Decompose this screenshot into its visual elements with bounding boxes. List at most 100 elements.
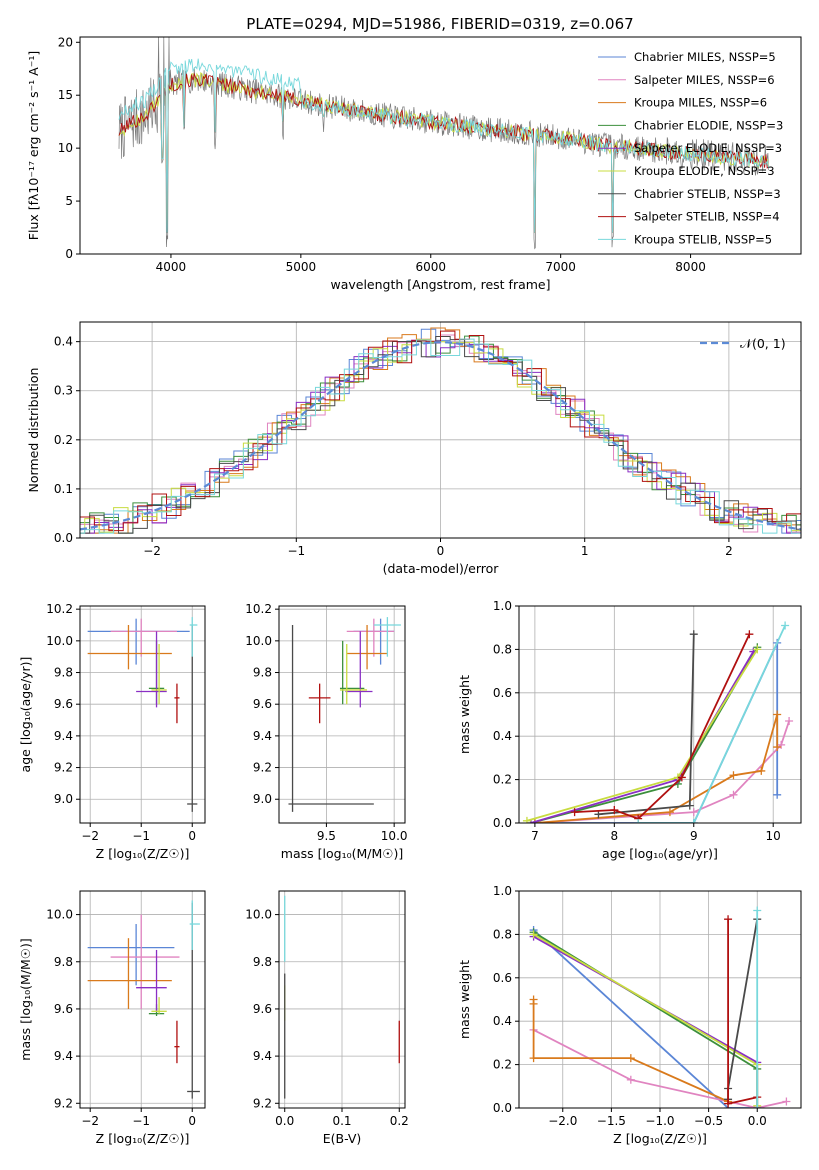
plot-area [529, 906, 791, 1108]
errorbar-point-salpeter_miles [110, 914, 180, 1009]
series-line [534, 714, 779, 823]
y-tick-label: 9.6 [54, 697, 73, 711]
axes-box [79, 36, 802, 255]
plot-area [288, 617, 401, 812]
errorbar-point-kroupa_stelib [189, 900, 200, 950]
errorbar-point-kroupa_stelib [189, 617, 198, 657]
errorbar-point-chabrier_miles [87, 924, 175, 986]
errorbar-point-salpeter_stelib [308, 683, 331, 724]
x-tick-label: 10.0 [381, 829, 408, 843]
data-point-marker [724, 1099, 733, 1108]
axes-frame: 9.5 10.0 9.0 9.2 9.4 9.6 9.8 10.0 10.2 mass [log₁… [245, 602, 407, 861]
y-tick-label: 0.2 [493, 773, 512, 787]
x-tick-label: −1.5 [597, 1114, 626, 1128]
x-tick-label: −1 [132, 829, 150, 843]
errorbar-point-kroupa_elodie [151, 644, 167, 705]
y-axis-label: age [log₁₀(age/yr)] [18, 657, 33, 773]
axes-frame: −2 −1 0 9.2 9.4 9.6 9.8 10.0 Z [log₁₀(Z/Z☉)] mass… [18, 890, 206, 1146]
y-tick-label: 9.0 [54, 792, 73, 806]
panel-mass_vs_Z: −2 −1 0 9.2 9.4 9.6 9.8 10.0 Z [log₁₀(Z/Z☉)] mass… [18, 890, 206, 1146]
data-point-marker [773, 743, 782, 752]
data-point-marker [677, 773, 686, 782]
errorbar-point-kroupa_elodie [339, 644, 368, 705]
y-tick-label: 1.0 [493, 884, 512, 898]
x-tick-label: 7 [531, 829, 539, 843]
axes-frame: −2.0 −1.5 −1.0 −0.5 0.0 0.0 0.2 0.4 0.6 0.8 1.0 Z [… [457, 884, 802, 1146]
legend-label: Chabrier ELODIE, NSSP=3 [634, 118, 783, 132]
errorbar-point-chabrier_stelib [288, 625, 374, 812]
errorbar-point-salpeter_elodie [345, 631, 373, 708]
legend: 𝒩(0, 1) [700, 336, 786, 351]
errorbar-point-chabrier_stelib [187, 902, 200, 1099]
x-axis-label: mass [log₁₀(M/M☉)] [281, 846, 403, 861]
axes-frame: 7 8 9 10 0.0 0.2 0.4 0.6 0.8 1.0 age [log₁₀(age/yr… [457, 599, 802, 861]
x-tick-label: 0 [188, 1114, 196, 1128]
x-tick-label: 9.5 [317, 829, 336, 843]
y-tick-label: 0.8 [493, 642, 512, 656]
series-line [574, 633, 751, 820]
y-tick-label: 9.4 [253, 1049, 272, 1063]
data-point-marker [757, 766, 766, 775]
x-tick-label: 1 [581, 544, 589, 558]
axes-frame: 4000 5000 6000 7000 8000 0 5 10 15 20 wavelength [… [26, 35, 802, 292]
data-point-marker [626, 1054, 635, 1063]
legend-label: Chabrier STELIB, NSSP=3 [634, 187, 781, 201]
x-tick-label: −1.0 [645, 1114, 674, 1128]
data-point-marker [570, 808, 579, 817]
data-point-marker [724, 915, 733, 924]
x-tick-label: −2.0 [548, 1114, 577, 1128]
y-tick-label: 10.0 [46, 908, 73, 922]
panel-mass_vs_ebv: 0.0 0.1 0.2 9.2 9.4 9.6 9.8 10.0 E(B-V) [245, 890, 409, 1146]
panel-massweight_vs_age: 7 8 9 10 0.0 0.2 0.4 0.6 0.8 1.0 age [log₁₀(age/yr… [457, 599, 802, 861]
errorbar-point-kroupa_miles [87, 625, 172, 670]
data-point-marker [773, 710, 782, 719]
axes-frame: −2 −1 0 9.0 9.2 9.4 9.6 9.8 10.0 10.2 Z [log₁₀(Z/Z… [18, 602, 206, 861]
x-axis-label: age [log₁₀(age/yr)] [602, 846, 718, 861]
data-point-marker [689, 819, 698, 823]
y-tick-label: 10.2 [46, 602, 73, 616]
y-tick-label: 9.2 [54, 1096, 73, 1110]
series-chabrier_stelib [594, 630, 698, 819]
axes-box [278, 605, 406, 824]
plot-area [284, 895, 400, 1099]
data-point-marker [729, 790, 738, 799]
plot-area [522, 621, 794, 823]
data-point-marker [626, 1075, 635, 1084]
y-tick-label: 9.8 [253, 955, 272, 969]
histogram-salpeter_stelib [80, 330, 801, 534]
x-tick-label: 9 [690, 829, 698, 843]
series-salpeter_stelib [570, 630, 754, 823]
y-tick-label: 9.2 [54, 761, 73, 775]
legend-label: Salpeter ELODIE, NSSP=3 [634, 141, 782, 155]
x-tick-label: −2 [143, 544, 161, 558]
errorbar-point-kroupa_stelib [373, 617, 401, 657]
axes-box [79, 890, 206, 1109]
y-tick-label: 9.6 [54, 1002, 73, 1016]
axes-box [79, 605, 206, 824]
errorbar-point-salpeter_elodie [136, 631, 167, 708]
series-line [533, 931, 759, 1108]
series-line [530, 651, 755, 823]
y-tick-label: 9.4 [54, 729, 73, 743]
x-tick-label: −0.5 [694, 1114, 723, 1128]
y-axis-label: mass weight [457, 675, 472, 754]
histogram-chabrier_stelib [80, 335, 801, 534]
x-tick-label: 0.0 [748, 1114, 767, 1128]
panel-age_vs_Z: −2 −1 0 9.0 9.2 9.4 9.6 9.8 10.0 10.2 Z [log₁₀(Z/Z… [18, 602, 206, 861]
x-tick-label: −1 [132, 1114, 150, 1128]
data-point-marker [530, 819, 539, 823]
x-axis-label: Z [log₁₀(Z/Z☉)] [613, 1131, 707, 1146]
panel-age_vs_mass: 9.5 10.0 9.0 9.2 9.4 9.6 9.8 10.0 10.2 mass [log₁… [245, 602, 407, 861]
x-tick-label: 0 [437, 544, 445, 558]
axes-box [518, 605, 802, 824]
x-tick-label: 2 [725, 544, 733, 558]
data-point-marker [529, 999, 538, 1008]
y-tick-label: 9.6 [253, 697, 272, 711]
plot-area [87, 617, 198, 812]
legend: Chabrier MILES, NSSP=5 Salpeter MILES, NS… [598, 50, 783, 246]
y-tick-label: 1.0 [493, 599, 512, 613]
x-tick-label: 0.1 [332, 1114, 351, 1128]
y-tick-label: 0.0 [493, 816, 512, 830]
y-tick-label: 0.1 [54, 482, 73, 496]
